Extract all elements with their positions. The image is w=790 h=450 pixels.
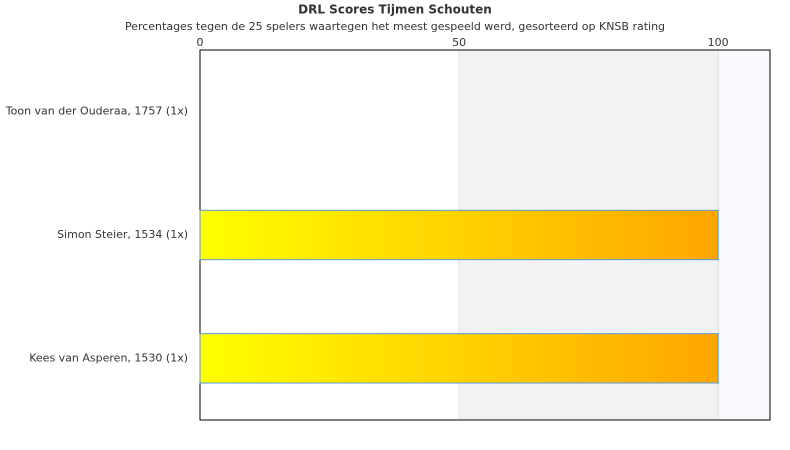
x-tick-label: 50 [452,36,466,49]
chart-title: DRL Scores Tijmen Schouten [298,3,492,17]
bar [199,209,719,261]
y-tick-label: Kees van Asperen, 1530 (1x) [29,351,188,364]
plot-band [718,50,770,420]
y-tick-label: Toon van der Ouderaa, 1757 (1x) [5,105,188,118]
x-tick-label: 0 [197,36,204,49]
chart-subtitle: Percentages tegen de 25 spelers waartege… [125,20,665,33]
y-tick-label: Simon Steier, 1534 (1x) [57,228,188,241]
x-tick-label: 100 [708,36,729,49]
bar [199,333,719,384]
